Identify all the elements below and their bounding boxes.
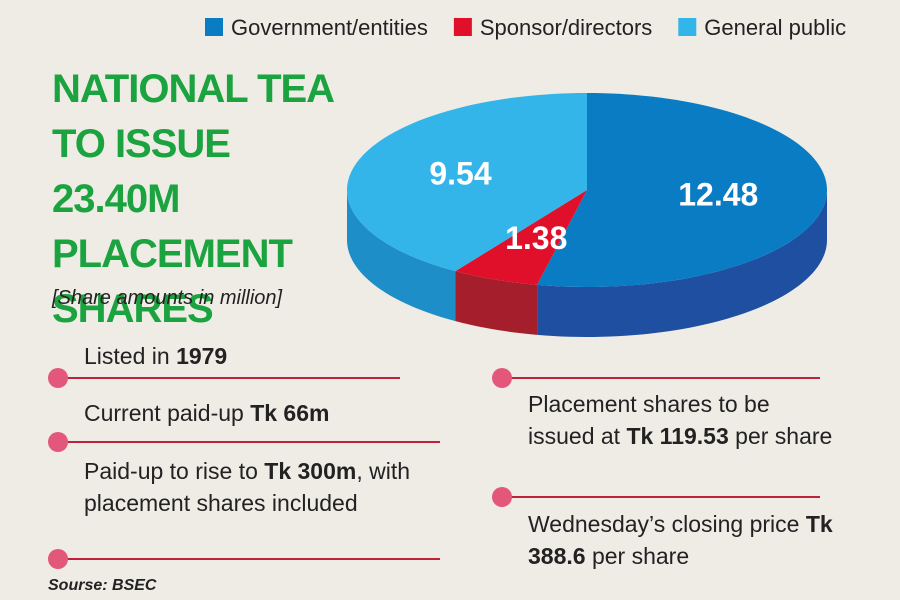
legend-label: Government/entities	[231, 15, 428, 40]
note-bold: Tk 388.6	[528, 511, 840, 569]
note-bold: Tk 66m	[250, 400, 330, 426]
note: Current paid-up Tk 66m	[84, 397, 414, 429]
note-bullet	[492, 487, 512, 507]
note-bullet	[492, 368, 512, 388]
chart-title: NATIONAL TEA TO ISSUE 23.40M PLACEMENT S…	[52, 67, 334, 331]
legend-swatch	[678, 18, 697, 36]
note-after: per share	[585, 543, 690, 569]
data-label: 1.38	[505, 220, 567, 256]
note: Placement shares to be issued at Tk 119.…	[528, 388, 838, 452]
slice	[537, 93, 827, 287]
source: Sourse: BSEC	[48, 577, 157, 594]
note: Listed in 1979	[84, 340, 414, 372]
note-after: per share	[728, 423, 833, 449]
legend-swatch	[453, 18, 472, 36]
slice-side	[537, 190, 827, 337]
slice-side	[347, 190, 456, 322]
note-text: Paid-up to rise to	[84, 458, 265, 484]
note-bullet	[48, 549, 68, 569]
note-bullet	[48, 368, 68, 388]
note: Wednesday’s closing price Tk 388.6 per s…	[528, 508, 838, 572]
legend-swatch	[205, 18, 223, 36]
slice	[347, 93, 587, 272]
note-text: Current paid-up	[84, 400, 251, 426]
note-text: Listed in	[84, 343, 177, 369]
note-bold: Tk 119.53	[626, 423, 729, 449]
chart-subtitle: [Share amounts in million]	[52, 287, 283, 309]
legend-label: Sponsor/directors	[480, 15, 652, 40]
legend-label: General public	[704, 15, 846, 40]
note-text: Placement shares to be issued at	[528, 391, 777, 449]
slice-side	[455, 271, 538, 335]
note-bold: 1979	[176, 343, 228, 369]
slice	[455, 190, 587, 285]
data-label: 12.48	[678, 177, 758, 213]
note-text: Wednesday’s closing price	[528, 511, 806, 537]
note: Paid-up to rise to Tk 300m, with placeme…	[84, 455, 414, 519]
note-after: , with placement shares included	[84, 458, 417, 516]
note-bullet	[48, 432, 68, 452]
data-label: 9.54	[429, 156, 491, 192]
note-bold: Tk 300m	[264, 458, 357, 484]
